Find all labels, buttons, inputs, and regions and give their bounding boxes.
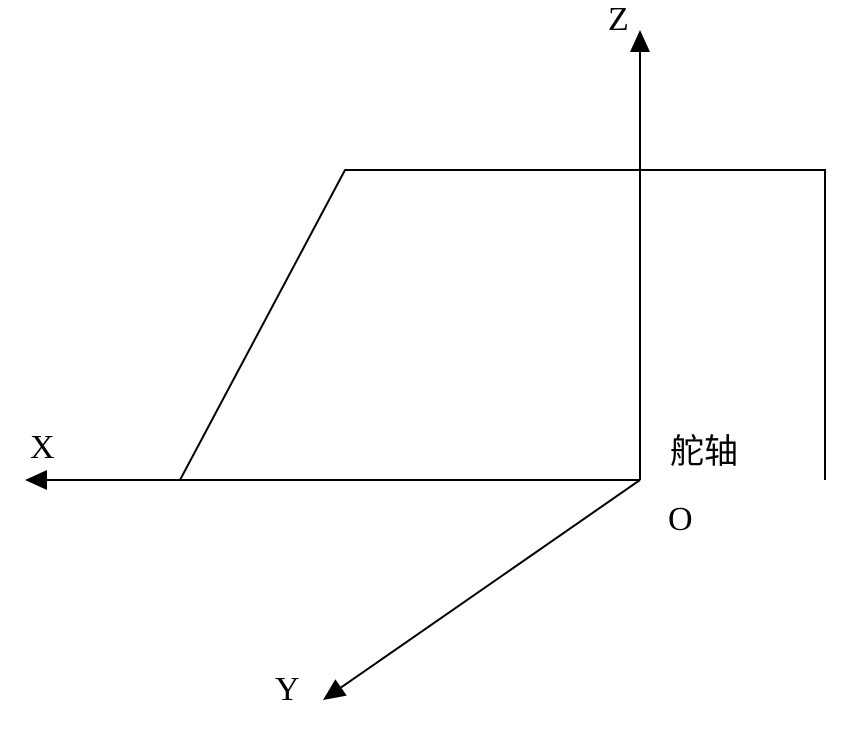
x-axis-label: X [30, 429, 55, 466]
axes-group [25, 30, 650, 700]
labels-group: X Y Z 舵轴 O [30, 1, 738, 708]
y-axis-label: Y [275, 671, 300, 708]
coordinate-diagram: X Y Z 舵轴 O [0, 0, 865, 751]
z-axis [630, 30, 650, 480]
y-axis [323, 480, 640, 700]
rudder-axis-label: 舵轴 [670, 433, 738, 471]
origin-label: O [668, 501, 693, 538]
x-axis [25, 470, 640, 490]
z-axis-label: Z [608, 1, 629, 38]
